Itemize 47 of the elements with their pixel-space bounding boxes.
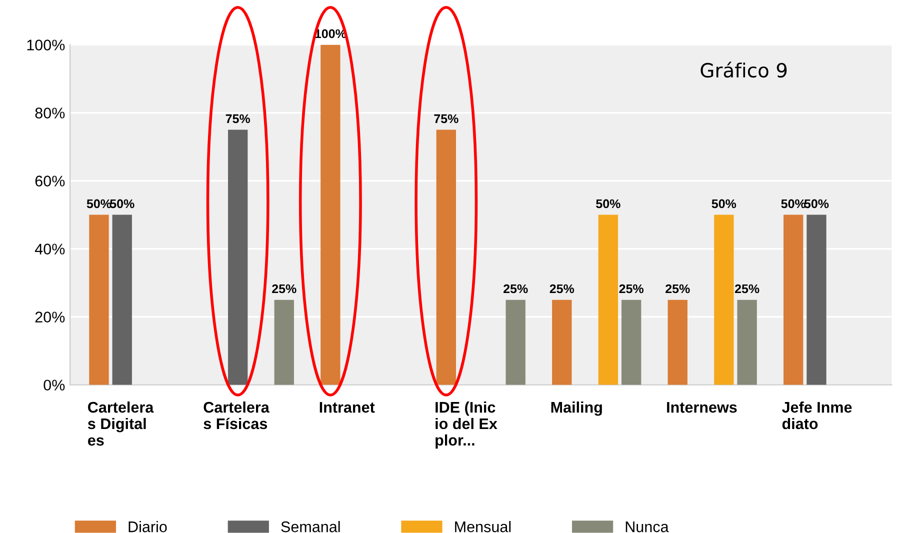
legend-label: Nunca xyxy=(626,522,669,532)
bar xyxy=(112,214,132,385)
bar xyxy=(598,214,618,385)
legend-label: Diario xyxy=(128,520,167,532)
data-label: 75% xyxy=(226,114,250,124)
data-label: 50% xyxy=(712,199,736,208)
legend-label: Semanal xyxy=(281,520,340,532)
x-tick-label: Intranet xyxy=(320,402,375,413)
y-tick-label: 40% xyxy=(34,244,65,254)
bar xyxy=(436,130,456,385)
data-label: 50% xyxy=(804,199,829,208)
y-tick-label: 80% xyxy=(35,108,65,118)
bar xyxy=(552,300,572,385)
bar xyxy=(714,214,734,385)
bar xyxy=(668,300,688,385)
bar xyxy=(737,300,757,385)
bar xyxy=(274,300,294,385)
data-label: 25% xyxy=(504,284,528,294)
data-label: 75% xyxy=(434,114,458,124)
x-tick-label: Jefe Inmediato xyxy=(782,401,852,430)
data-label: 25% xyxy=(272,284,296,294)
data-label: 50% xyxy=(596,199,620,208)
bar xyxy=(89,214,109,385)
text: Gráfico 9 xyxy=(700,62,787,78)
bar xyxy=(784,214,804,385)
x-tick-label: Carteleras Digitales xyxy=(88,401,154,446)
y-tick-label: 20% xyxy=(35,312,65,322)
bar xyxy=(621,300,642,385)
data-label: 25% xyxy=(666,284,690,294)
data-label: 25% xyxy=(619,284,644,294)
data-label: 25% xyxy=(550,284,574,294)
bar xyxy=(506,300,526,385)
data-label: 50% xyxy=(110,199,134,208)
x-tick-label: Carteleras Físicas xyxy=(204,401,270,430)
bar xyxy=(320,44,340,385)
y-tick-label: 0% xyxy=(44,380,65,391)
y-tick-label: 60% xyxy=(35,176,65,186)
bar xyxy=(228,130,248,385)
data-label: 50% xyxy=(86,199,112,208)
legend-label: Mensual xyxy=(455,520,511,532)
data-label: 50% xyxy=(781,199,806,208)
y-tick-label: 100% xyxy=(27,40,65,50)
x-tick-label: Mailing xyxy=(551,401,602,416)
x-tick-label: IDE (Inicio del Explor... xyxy=(436,401,498,449)
data-label: 25% xyxy=(734,284,760,294)
x-tick-label: Internews xyxy=(667,402,737,413)
bar xyxy=(806,214,826,385)
